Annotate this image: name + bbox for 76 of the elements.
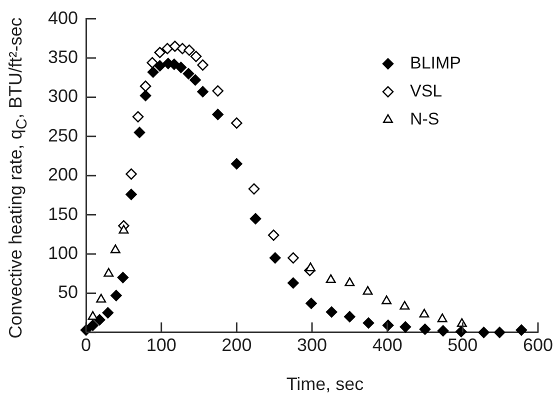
point xyxy=(212,108,224,120)
x-tick-label: 200 xyxy=(222,335,252,356)
point xyxy=(437,325,449,336)
x-tick-label: 100 xyxy=(146,335,176,356)
x-tick-label: 300 xyxy=(296,335,328,356)
point xyxy=(362,317,374,329)
y-tick-label: 100 xyxy=(48,242,78,263)
point xyxy=(162,42,174,54)
point xyxy=(362,286,373,295)
point xyxy=(269,252,281,264)
point xyxy=(248,183,260,195)
point xyxy=(147,66,159,78)
point xyxy=(190,74,201,86)
point xyxy=(326,306,338,318)
point xyxy=(197,59,208,71)
y-tick-label: 50 xyxy=(58,282,78,302)
point xyxy=(169,40,181,52)
point xyxy=(140,80,152,92)
point xyxy=(306,262,316,272)
point xyxy=(382,295,392,304)
point xyxy=(175,62,187,74)
point xyxy=(146,57,158,68)
x-axis-title: Time, sec xyxy=(286,374,364,395)
point xyxy=(110,290,122,302)
point xyxy=(419,308,430,318)
point xyxy=(88,311,98,320)
point xyxy=(87,320,98,331)
point xyxy=(306,298,317,310)
point xyxy=(419,324,431,335)
point xyxy=(400,321,412,333)
point xyxy=(118,224,129,234)
y-tick-label: 400 xyxy=(48,8,78,28)
point xyxy=(190,50,202,62)
point xyxy=(154,46,166,58)
point xyxy=(184,44,195,56)
legend-label: BLIMP xyxy=(410,53,462,72)
point xyxy=(231,158,242,170)
point xyxy=(344,277,355,286)
y-tick-label: 150 xyxy=(48,204,78,224)
point xyxy=(197,86,208,98)
y-tick-label: 350 xyxy=(48,46,78,67)
point xyxy=(437,313,448,322)
point xyxy=(132,111,144,122)
point xyxy=(400,300,410,310)
point xyxy=(456,318,467,327)
point xyxy=(231,117,242,129)
y-tick-label: 300 xyxy=(48,86,78,106)
point xyxy=(134,126,146,138)
point xyxy=(212,85,224,97)
point xyxy=(288,252,299,264)
legend-label: N-S xyxy=(410,109,440,128)
point xyxy=(478,326,490,338)
point xyxy=(268,230,280,241)
x-tick-label: 600 xyxy=(522,335,554,356)
point xyxy=(102,307,114,318)
point xyxy=(182,68,194,80)
legend-label: VSL xyxy=(410,81,442,100)
point xyxy=(126,188,137,200)
x-tick-label: 500 xyxy=(448,335,478,356)
point xyxy=(96,294,106,303)
point xyxy=(117,272,129,284)
y-tick-label: 250 xyxy=(48,125,78,146)
point xyxy=(104,268,114,277)
point xyxy=(110,244,120,254)
y-tick-label: 200 xyxy=(48,164,78,185)
point xyxy=(344,311,356,322)
x-tick-label: 400 xyxy=(372,335,402,356)
point xyxy=(494,326,506,338)
point xyxy=(288,277,299,289)
point xyxy=(516,324,528,336)
point xyxy=(250,213,262,224)
point xyxy=(326,274,336,284)
point xyxy=(154,60,166,72)
point xyxy=(140,90,152,102)
x-tick-label: 0 xyxy=(81,335,92,356)
point xyxy=(126,168,137,180)
